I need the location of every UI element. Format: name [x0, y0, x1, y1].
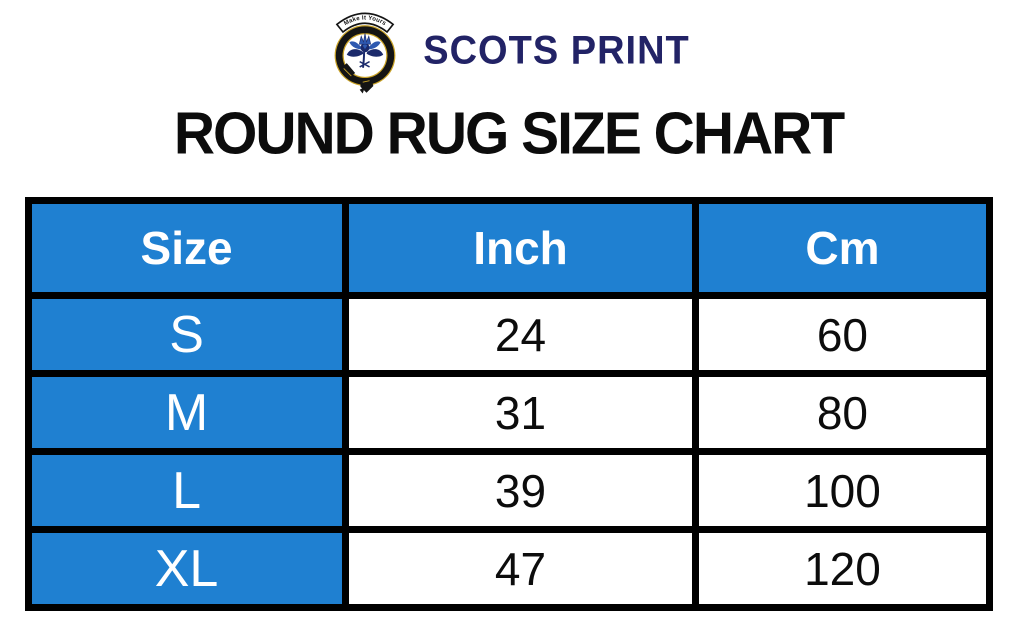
brand-name: SCOTS PRINT — [423, 28, 690, 73]
inch-value: 24 — [341, 292, 700, 377]
brand-header: Make It Yours — [0, 0, 1017, 95]
size-label: S — [24, 292, 349, 377]
column-header-inch: Inch — [341, 197, 700, 299]
size-label: XL — [24, 526, 349, 611]
table-row: XL 47 120 — [24, 526, 993, 611]
cm-value: 80 — [692, 370, 993, 455]
page-title: ROUND RUG SIZE CHART — [173, 100, 845, 168]
table-row: S 24 60 — [24, 292, 993, 377]
column-header-cm: Cm — [692, 197, 993, 299]
thistle-crest-icon: Make It Yours — [327, 7, 403, 95]
inch-value: 47 — [341, 526, 700, 611]
table-row: M 31 80 — [24, 370, 993, 455]
cm-value: 100 — [692, 448, 993, 533]
size-chart-table: Size Inch Cm S 24 60 M 31 80 L 39 100 XL… — [24, 197, 993, 611]
table-row: L 39 100 — [24, 448, 993, 533]
size-label: L — [24, 448, 349, 533]
cm-value: 60 — [692, 292, 993, 377]
column-header-size: Size — [24, 197, 349, 299]
cm-value: 120 — [692, 526, 993, 611]
header-row: Size Inch Cm — [24, 197, 993, 299]
inch-value: 31 — [341, 370, 700, 455]
size-label: M — [24, 370, 349, 455]
inch-value: 39 — [341, 448, 700, 533]
